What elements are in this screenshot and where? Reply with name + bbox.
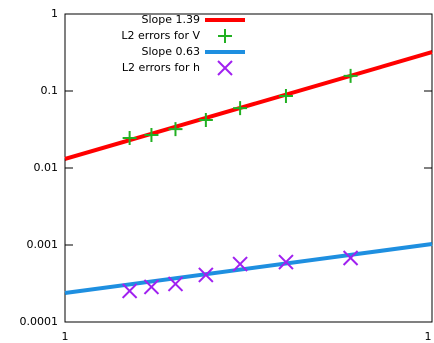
y-tick-label: 0.001: [27, 238, 59, 251]
data-point: [342, 250, 359, 266]
plot-frame: [64, 13, 433, 323]
data-point: [121, 283, 138, 299]
data-point: [144, 128, 159, 143]
x-tick-label: 1: [425, 330, 432, 343]
data-point: [198, 267, 214, 283]
y-tick-label: 0.0001: [20, 315, 59, 328]
data-point: [168, 122, 183, 137]
data-point: [167, 276, 184, 292]
data-point: [343, 68, 358, 83]
x-tick-label: 1: [62, 330, 69, 343]
y-tick-label: 1: [51, 7, 58, 20]
y-tick-label: 0.1: [41, 84, 59, 97]
fit-line: [64, 50, 433, 161]
legend-label: L2 errors for h: [122, 61, 200, 74]
fit-line: [64, 242, 433, 295]
data-point: [143, 279, 160, 295]
legend-label: Slope 0.63: [141, 45, 200, 58]
legend-swatch: [217, 60, 233, 76]
data-point: [233, 101, 248, 116]
data-point: [232, 256, 248, 272]
legend-label: Slope 1.39: [141, 13, 200, 26]
data-point: [198, 113, 213, 128]
data-point: [122, 131, 137, 146]
data-point: [278, 254, 294, 270]
legend-label: L2 errors for V: [121, 29, 200, 42]
legend-swatch: [218, 29, 232, 43]
data-point: [278, 89, 293, 104]
y-tick-label: 0.01: [34, 161, 59, 174]
